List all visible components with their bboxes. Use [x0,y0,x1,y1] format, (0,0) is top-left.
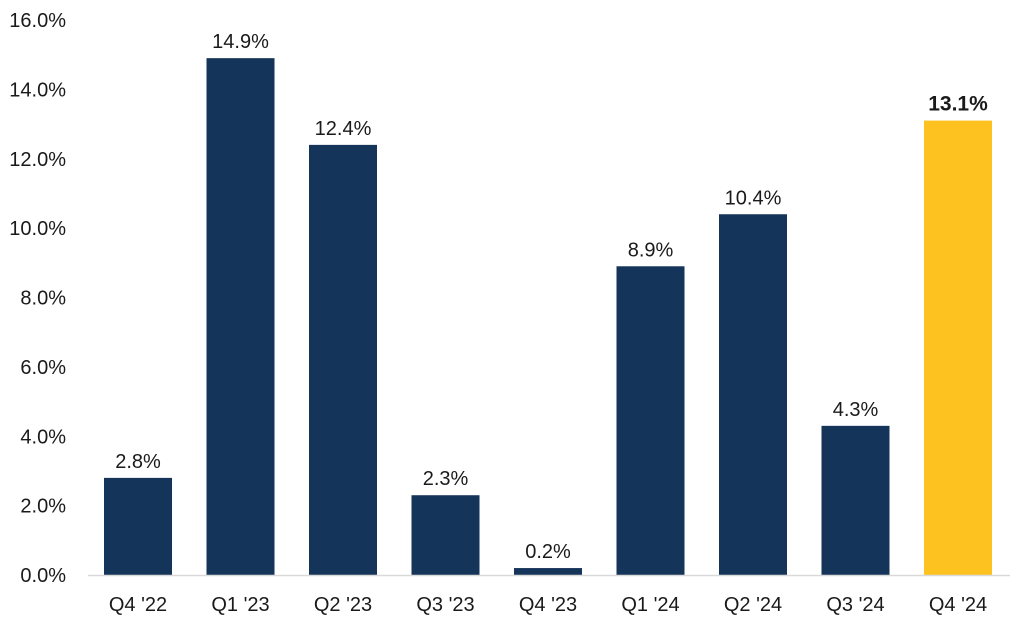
data-label: 4.3% [833,399,879,421]
data-label: 13.1% [928,93,988,116]
data-label: 12.4% [315,118,372,140]
bar [309,144,377,575]
data-label: 2.3% [423,468,469,490]
data-labels: 2.8% 14.9% 12.4% 2.3% 0.2% 8.9% 10.4% 4.3% 13.1% [115,31,988,563]
y-tick-label: 8.0% [20,288,66,310]
x-tick-label: Q3 '23 [416,594,474,616]
y-tick-label: 16.0% [9,10,66,32]
x-axis: Q4 '22 Q1 '23 Q2 '23 Q3 '23 Q4 '23 Q1 '24 Q2 '… [109,594,987,616]
bars [104,58,992,575]
y-tick-label: 12.0% [9,149,66,171]
x-tick-label: Q4 '24 [929,594,987,616]
data-label: 8.9% [628,239,674,261]
bar [821,425,890,575]
data-label: 14.9% [212,31,269,53]
bar [616,266,685,575]
x-tick-label: Q4 '22 [109,594,167,616]
bar [924,120,992,575]
y-tick-label: 6.0% [20,357,66,379]
data-label: 10.4% [725,187,782,209]
y-tick-label: 0.0% [20,565,66,587]
bar [411,495,480,575]
x-tick-label: Q2 '23 [314,594,372,616]
y-tick-label: 2.0% [20,496,66,518]
y-tick-label: 14.0% [9,79,66,101]
bar [206,58,275,575]
bar [104,477,172,575]
x-tick-label: Q3 '24 [826,594,884,616]
x-tick-label: Q2 '24 [724,594,782,616]
bar [719,214,787,575]
data-label: 2.8% [115,451,161,473]
y-axis: 0.0% 2.0% 4.0% 6.0% 8.0% 10.0% 12.0% 14.0% 16.0% [9,10,66,587]
x-tick-label: Q1 '23 [211,594,269,616]
y-tick-label: 4.0% [20,426,66,448]
y-tick-label: 10.0% [9,218,66,240]
bar [514,568,582,575]
data-label: 0.2% [525,541,571,563]
x-tick-label: Q1 '24 [621,594,679,616]
x-tick-label: Q4 '23 [519,594,577,616]
